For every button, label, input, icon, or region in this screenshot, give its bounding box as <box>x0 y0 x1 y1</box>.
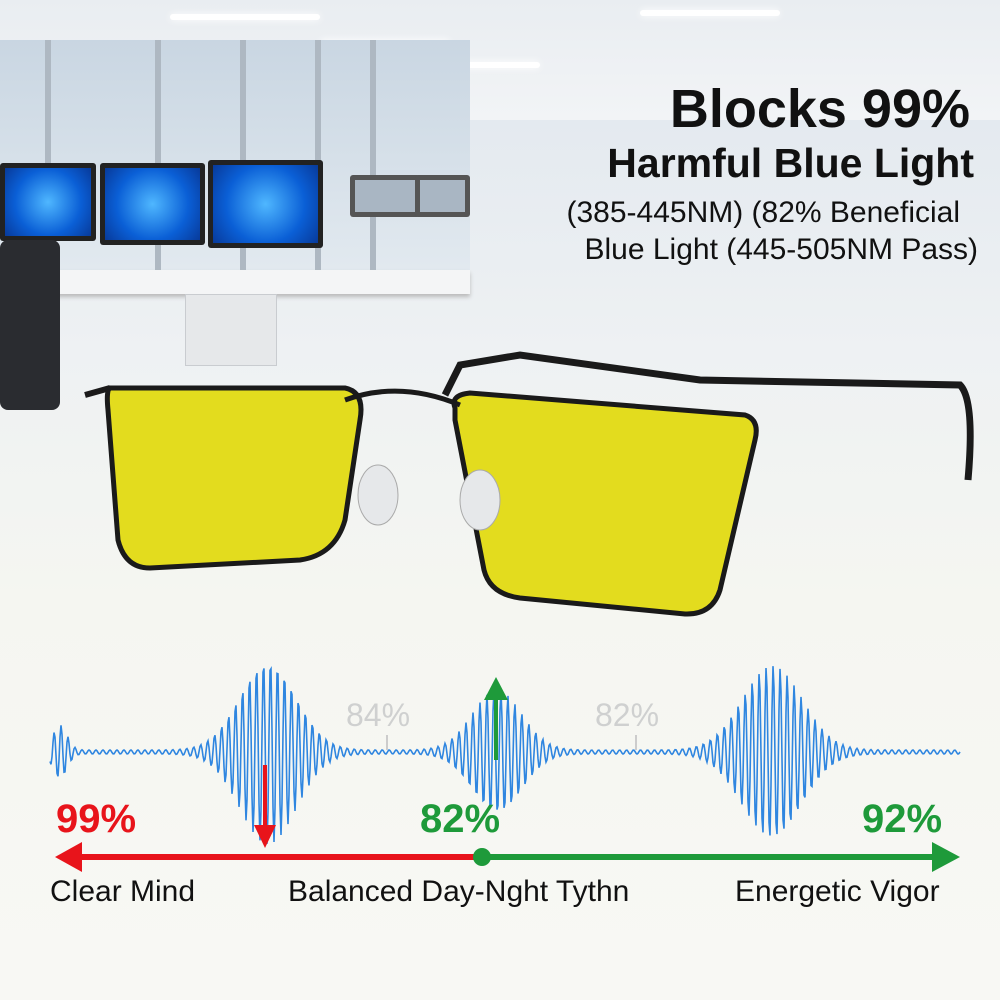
monitor <box>415 175 470 217</box>
nose-pad <box>459 469 501 531</box>
monitor <box>0 163 96 241</box>
drawer-cabinet <box>185 294 277 366</box>
office-chair <box>0 240 60 410</box>
desk <box>0 270 470 294</box>
value-clear-mind: 99% <box>56 797 137 841</box>
sound-wave <box>49 665 961 844</box>
value-balanced: 82% <box>420 797 501 841</box>
nose-pad <box>357 464 399 526</box>
ceiling-light <box>430 62 540 68</box>
monitor <box>208 160 323 248</box>
ghost-value-right: 82% <box>595 697 660 733</box>
red-left-arrow-head <box>55 842 82 872</box>
headline-detail-2: Blue Light (445-505NM Pass) <box>584 233 978 266</box>
value-energetic: 92% <box>862 797 943 841</box>
ghost-value-left: 84% <box>346 697 411 733</box>
label-balanced: Balanced Day-Nght Tythn <box>288 875 630 908</box>
bridge <box>344 388 461 408</box>
label-energetic: Energetic Vigor <box>735 875 940 908</box>
scale-center-dot <box>473 848 491 866</box>
window-frame <box>155 40 161 280</box>
ceiling-light <box>640 10 780 16</box>
right-lens <box>451 390 759 617</box>
green-right-arrow-head <box>932 842 960 872</box>
red-down-arrow-head <box>254 825 276 848</box>
headline-subtitle: Harmful Blue Light <box>607 140 974 186</box>
headline-title: Blocks 99% <box>669 79 970 139</box>
monitor <box>350 175 420 217</box>
ceiling-light <box>170 14 320 20</box>
window-frame <box>45 40 51 280</box>
left-end-piece <box>84 385 111 398</box>
left-lens <box>104 385 364 571</box>
headline-detail-1: (385-445NM) (82% Beneficial <box>566 196 960 229</box>
wave-graphic <box>49 665 961 844</box>
green-up-arrow-head <box>484 677 508 700</box>
label-clear-mind: Clear Mind <box>50 875 196 908</box>
right-temple-arm <box>441 351 974 481</box>
monitor <box>100 163 205 245</box>
window-frame <box>370 40 376 280</box>
